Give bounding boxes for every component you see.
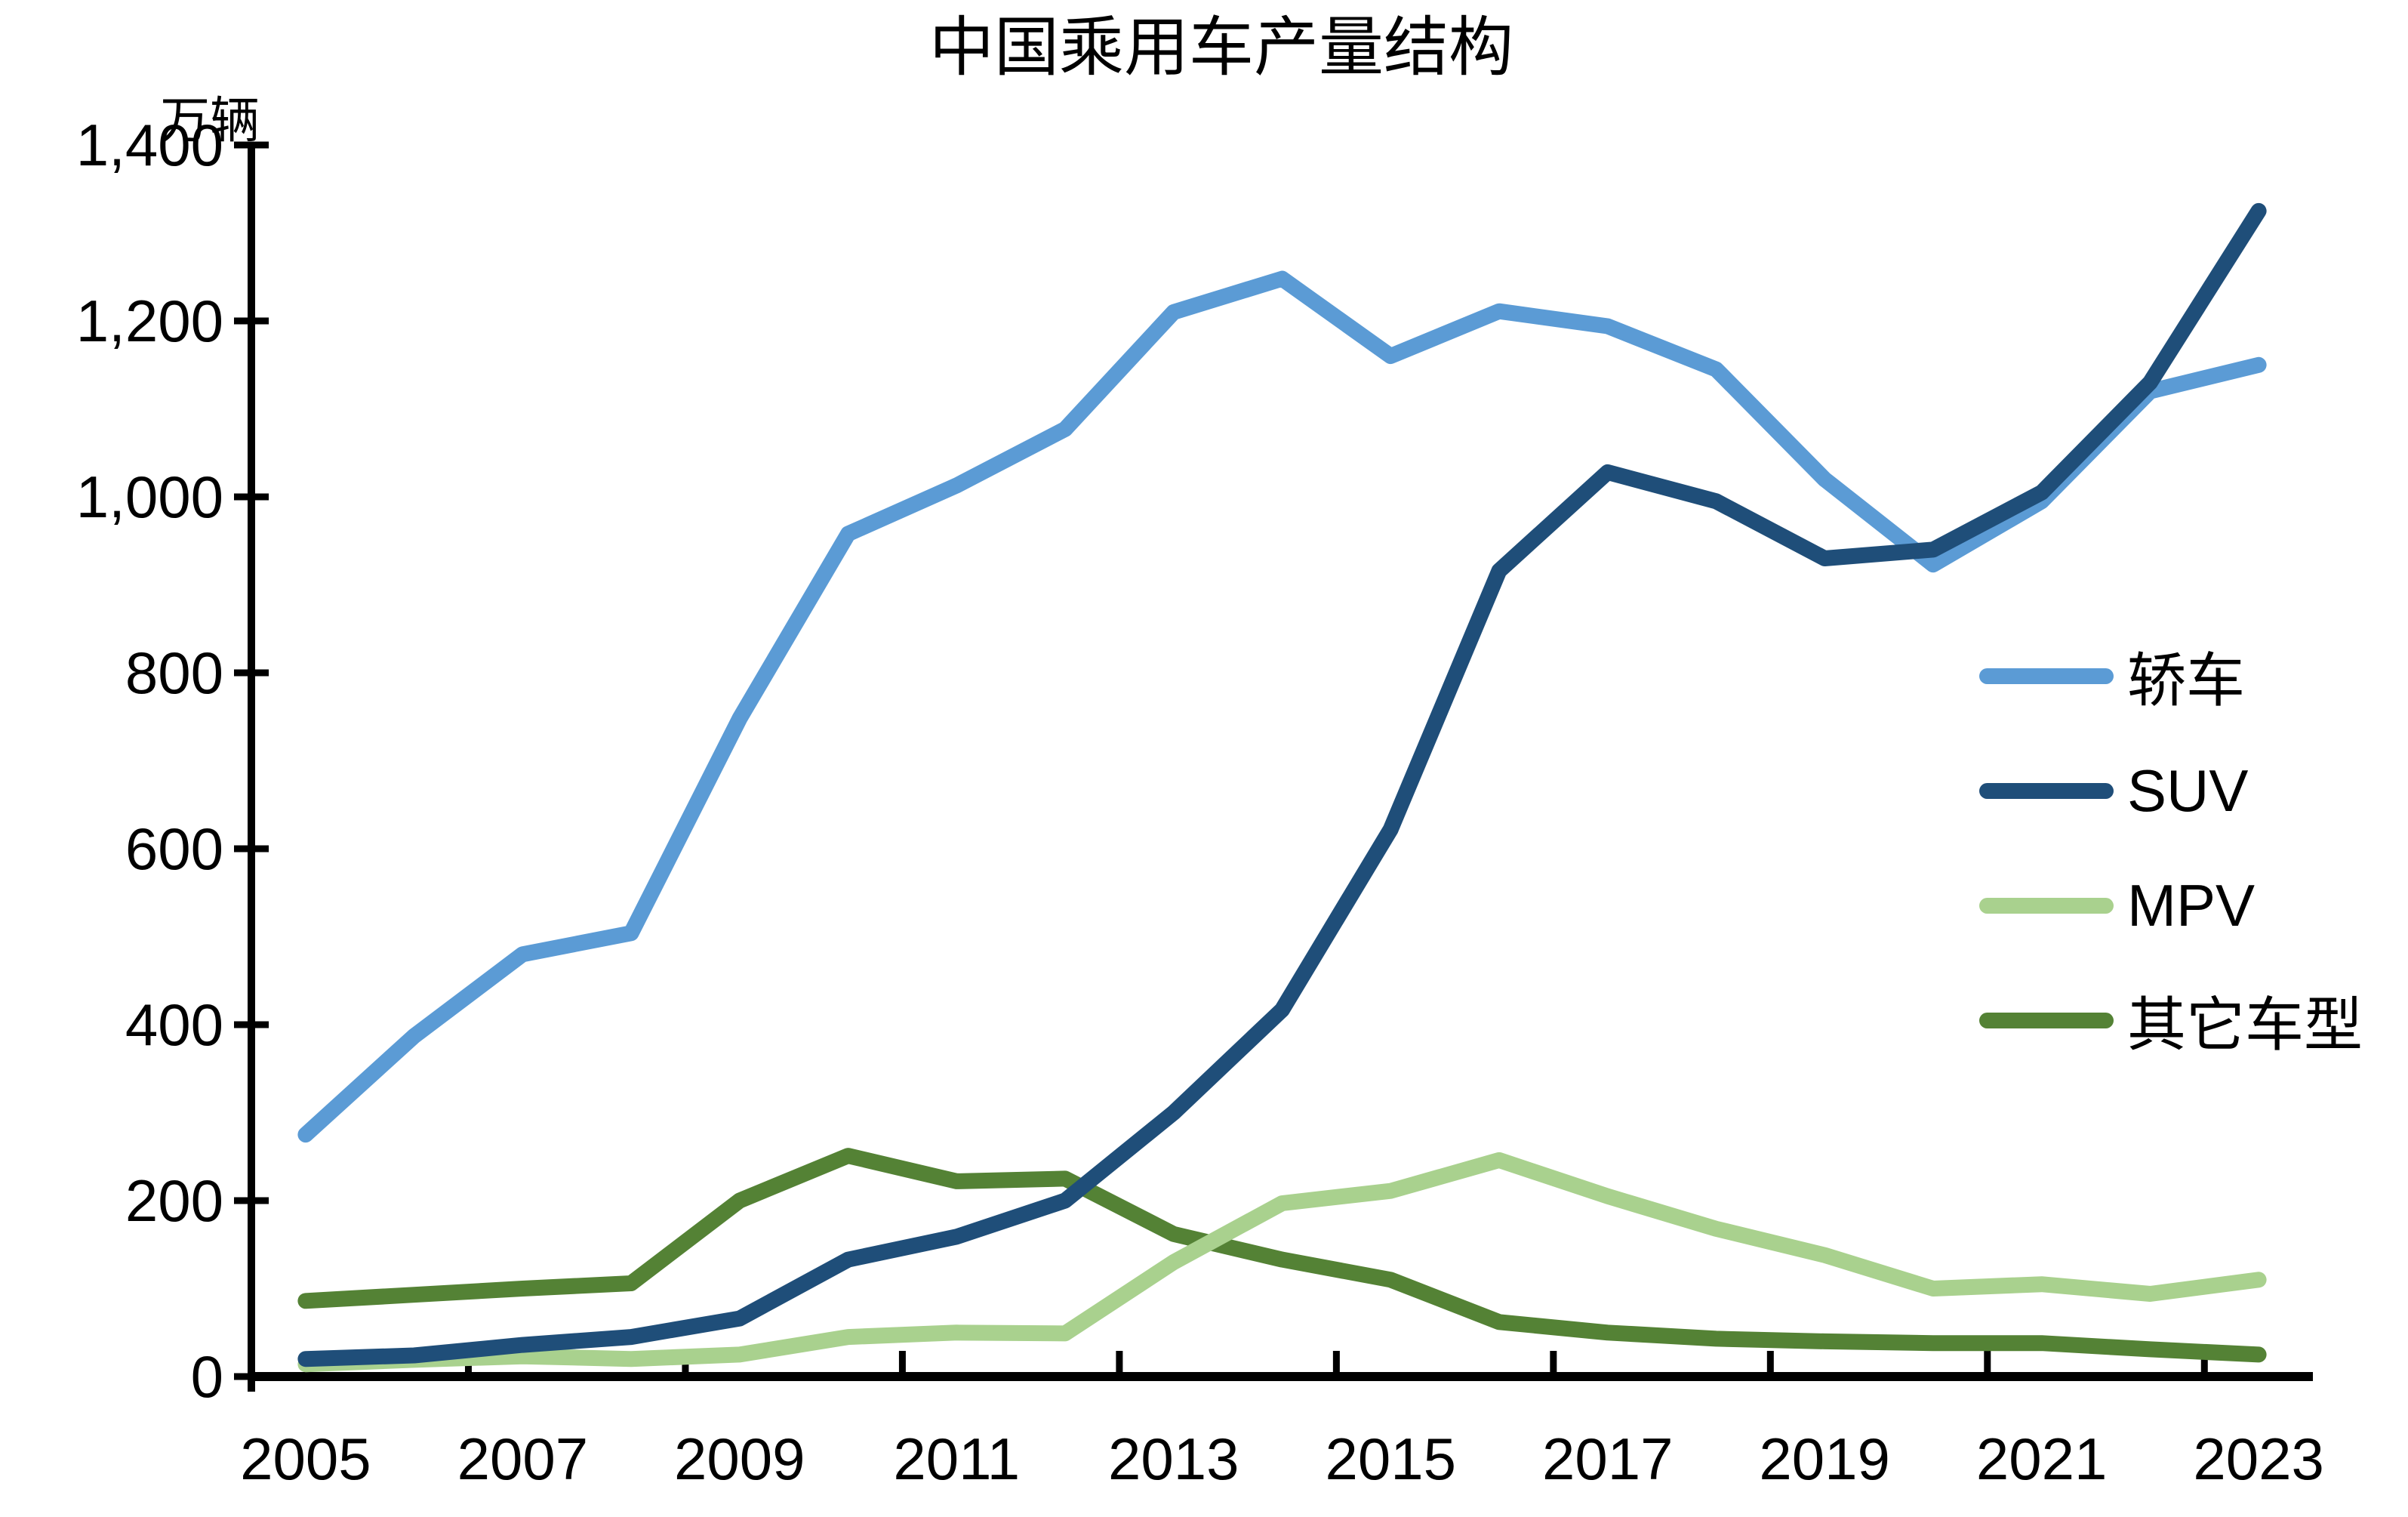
series-line-轿车 — [297, 270, 2267, 1143]
legend-item-sedan: 轿车 — [1979, 646, 2363, 714]
chart-title: 中国乘用车产量结构 — [929, 11, 1513, 84]
legend-label-sedan: 轿车 — [2127, 648, 2246, 714]
legend-item-suv: SUV — [1979, 757, 2363, 824]
y-axis-tick-label: 1,000 — [76, 464, 223, 530]
legend-swatch-other — [1979, 1012, 2114, 1028]
series-line-SUV — [297, 202, 2267, 1367]
x-axis-tick-label: 2013 — [1108, 1426, 1239, 1492]
y-axis-tick-label: 800 — [125, 640, 223, 706]
x-axis-tick-label: 2005 — [240, 1426, 371, 1492]
legend-swatch-sedan — [1979, 668, 2114, 684]
y-axis-tick-label: 400 — [125, 991, 223, 1058]
x-axis-tick-label: 2023 — [2193, 1426, 2324, 1492]
x-axis-tick-label: 2017 — [1542, 1426, 1674, 1492]
series-line-其它车型 — [297, 1148, 2267, 1363]
x-axis-tick-label: 2019 — [1759, 1426, 1890, 1492]
x-axis-tick-label: 2015 — [1325, 1426, 1456, 1492]
chart-legend: 轿车 SUV MPV 其它车型 — [1979, 646, 2363, 1105]
x-axis-tick-label: 2009 — [674, 1426, 805, 1492]
y-axis-tick-label: 1,200 — [76, 288, 223, 354]
legend-swatch-suv — [1979, 782, 2114, 799]
y-axis-tick-label: 0 — [191, 1343, 223, 1410]
legend-label-mpv: MPV — [2127, 871, 2256, 939]
y-axis-tick-label: 1,400 — [76, 112, 223, 178]
x-axis-tick-label: 2007 — [457, 1426, 589, 1492]
y-axis-tick-label: 600 — [125, 816, 223, 882]
legend-swatch-mpv — [1979, 897, 2114, 914]
legend-item-mpv: MPV — [1979, 872, 2363, 939]
x-axis-tick-label: 2011 — [893, 1426, 1020, 1492]
series-line-MPV — [297, 1152, 2267, 1373]
legend-label-suv: SUV — [2127, 757, 2249, 824]
legend-item-other: 其它车型 — [1979, 991, 2363, 1058]
y-axis-tick-label: 200 — [125, 1167, 223, 1234]
x-axis-tick-label: 2021 — [1976, 1426, 2108, 1492]
y-axis-unit-label: 万辆 — [160, 94, 260, 149]
legend-label-other: 其它车型 — [2127, 992, 2363, 1058]
